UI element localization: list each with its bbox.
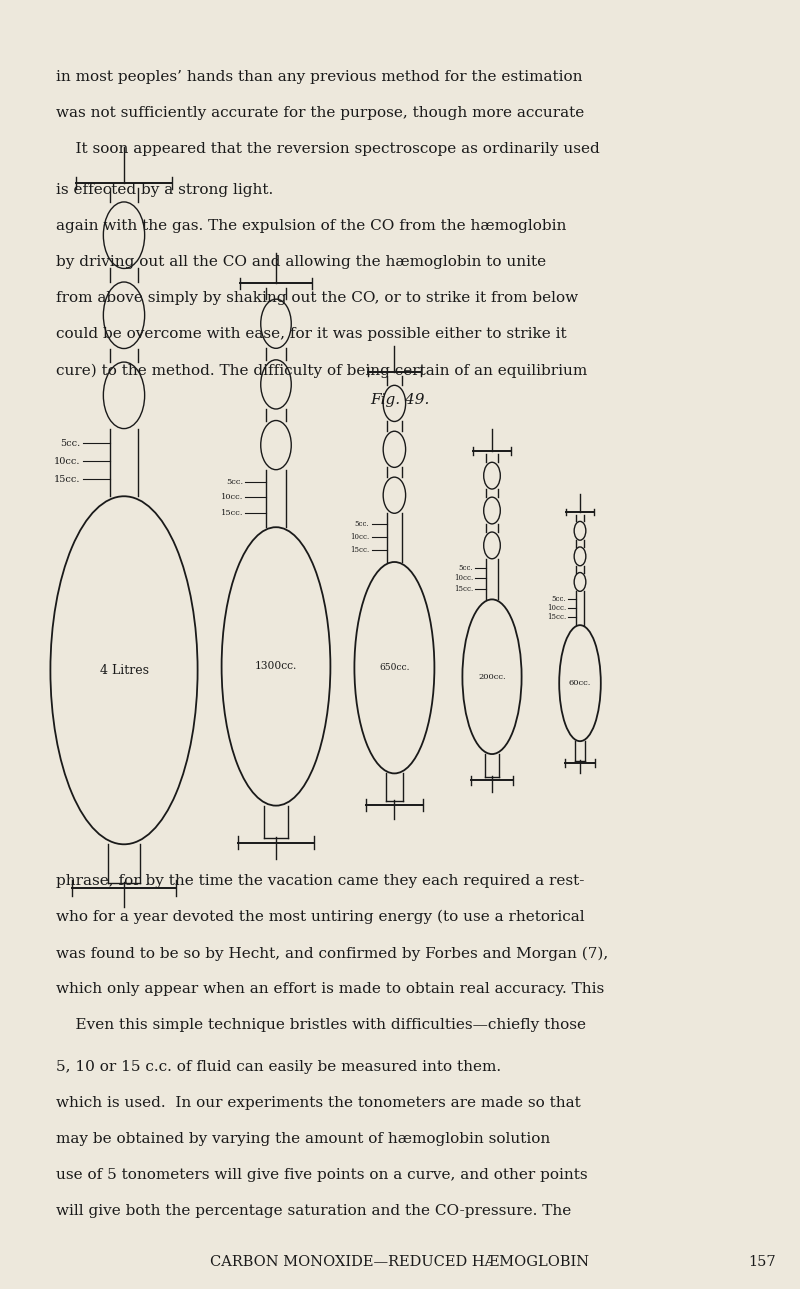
Text: 5cc.: 5cc. — [551, 594, 566, 603]
Text: by driving out all the CO and allowing the hæmoglobin to unite: by driving out all the CO and allowing t… — [56, 255, 546, 269]
Text: 200cc.: 200cc. — [478, 673, 506, 681]
Text: which is used.  In our experiments the tonometers are made so that: which is used. In our experiments the to… — [56, 1096, 581, 1110]
Text: which only appear when an effort is made to obtain real accuracy. This: which only appear when an effort is made… — [56, 982, 604, 996]
Text: from above simply by shaking out the CO, or to strike it from below: from above simply by shaking out the CO,… — [56, 291, 578, 305]
Text: again with the gas. The expulsion of the CO from the hæmoglobin: again with the gas. The expulsion of the… — [56, 219, 566, 233]
Text: 5cc.: 5cc. — [226, 478, 243, 486]
Text: 10cc.: 10cc. — [546, 603, 566, 611]
Text: 5cc.: 5cc. — [355, 519, 370, 528]
Text: cure) to the method. The difficulty of being certain of an equilibrium: cure) to the method. The difficulty of b… — [56, 363, 587, 378]
Text: use of 5 tonometers will give five points on a curve, and other points: use of 5 tonometers will give five point… — [56, 1168, 588, 1182]
Text: 15cc.: 15cc. — [350, 545, 370, 554]
Text: 15cc.: 15cc. — [454, 585, 473, 593]
Text: 15cc.: 15cc. — [546, 612, 566, 621]
Text: 5, 10 or 15 c.c. of fluid can easily be measured into them.: 5, 10 or 15 c.c. of fluid can easily be … — [56, 1060, 501, 1074]
Text: 10cc.: 10cc. — [350, 532, 370, 540]
Text: Fig. 49.: Fig. 49. — [370, 393, 430, 407]
Text: 5cc.: 5cc. — [60, 440, 80, 449]
Text: was found to be so by Hecht, and confirmed by Forbes and Morgan (7),: was found to be so by Hecht, and confirm… — [56, 946, 608, 960]
Text: may be obtained by varying the amount of hæmoglobin solution: may be obtained by varying the amount of… — [56, 1132, 550, 1146]
Text: 10cc.: 10cc. — [54, 456, 80, 465]
Text: was not sufficiently accurate for the purpose, though more accurate: was not sufficiently accurate for the pu… — [56, 106, 584, 120]
Text: 650cc.: 650cc. — [379, 664, 410, 672]
Text: 15cc.: 15cc. — [54, 474, 80, 483]
Text: 10cc.: 10cc. — [454, 575, 473, 583]
Text: 4 Litres: 4 Litres — [99, 664, 149, 677]
Text: 5cc.: 5cc. — [458, 563, 473, 572]
Text: is effected by a strong light.: is effected by a strong light. — [56, 183, 274, 197]
Text: who for a year devoted the most untiring energy (to use a rhetorical: who for a year devoted the most untiring… — [56, 910, 585, 924]
Text: CARBON MONOXIDE—REDUCED HÆMOGLOBIN: CARBON MONOXIDE—REDUCED HÆMOGLOBIN — [210, 1255, 590, 1270]
Text: 157: 157 — [748, 1255, 776, 1270]
Text: 60cc.: 60cc. — [569, 679, 591, 687]
Text: will give both the percentage saturation and the CO-pressure. The: will give both the percentage saturation… — [56, 1204, 571, 1218]
Text: 15cc.: 15cc. — [221, 509, 243, 517]
Text: 10cc.: 10cc. — [221, 494, 243, 501]
Text: could be overcome with ease, for it was possible either to strike it: could be overcome with ease, for it was … — [56, 327, 566, 342]
Text: Even this simple technique bristles with difficulties—chiefly those: Even this simple technique bristles with… — [56, 1018, 586, 1032]
Text: in most peoples’ hands than any previous method for the estimation: in most peoples’ hands than any previous… — [56, 70, 582, 84]
Text: It soon appeared that the reversion spectroscope as ordinarily used: It soon appeared that the reversion spec… — [56, 142, 600, 156]
Text: 1300cc.: 1300cc. — [255, 661, 297, 672]
Text: phrase, for by the time the vacation came they each required a rest-: phrase, for by the time the vacation cam… — [56, 874, 584, 888]
